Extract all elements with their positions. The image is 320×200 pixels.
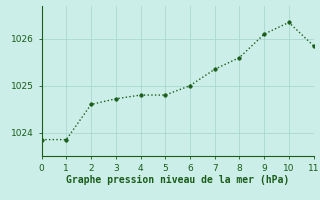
X-axis label: Graphe pression niveau de la mer (hPa): Graphe pression niveau de la mer (hPa)	[66, 175, 289, 185]
